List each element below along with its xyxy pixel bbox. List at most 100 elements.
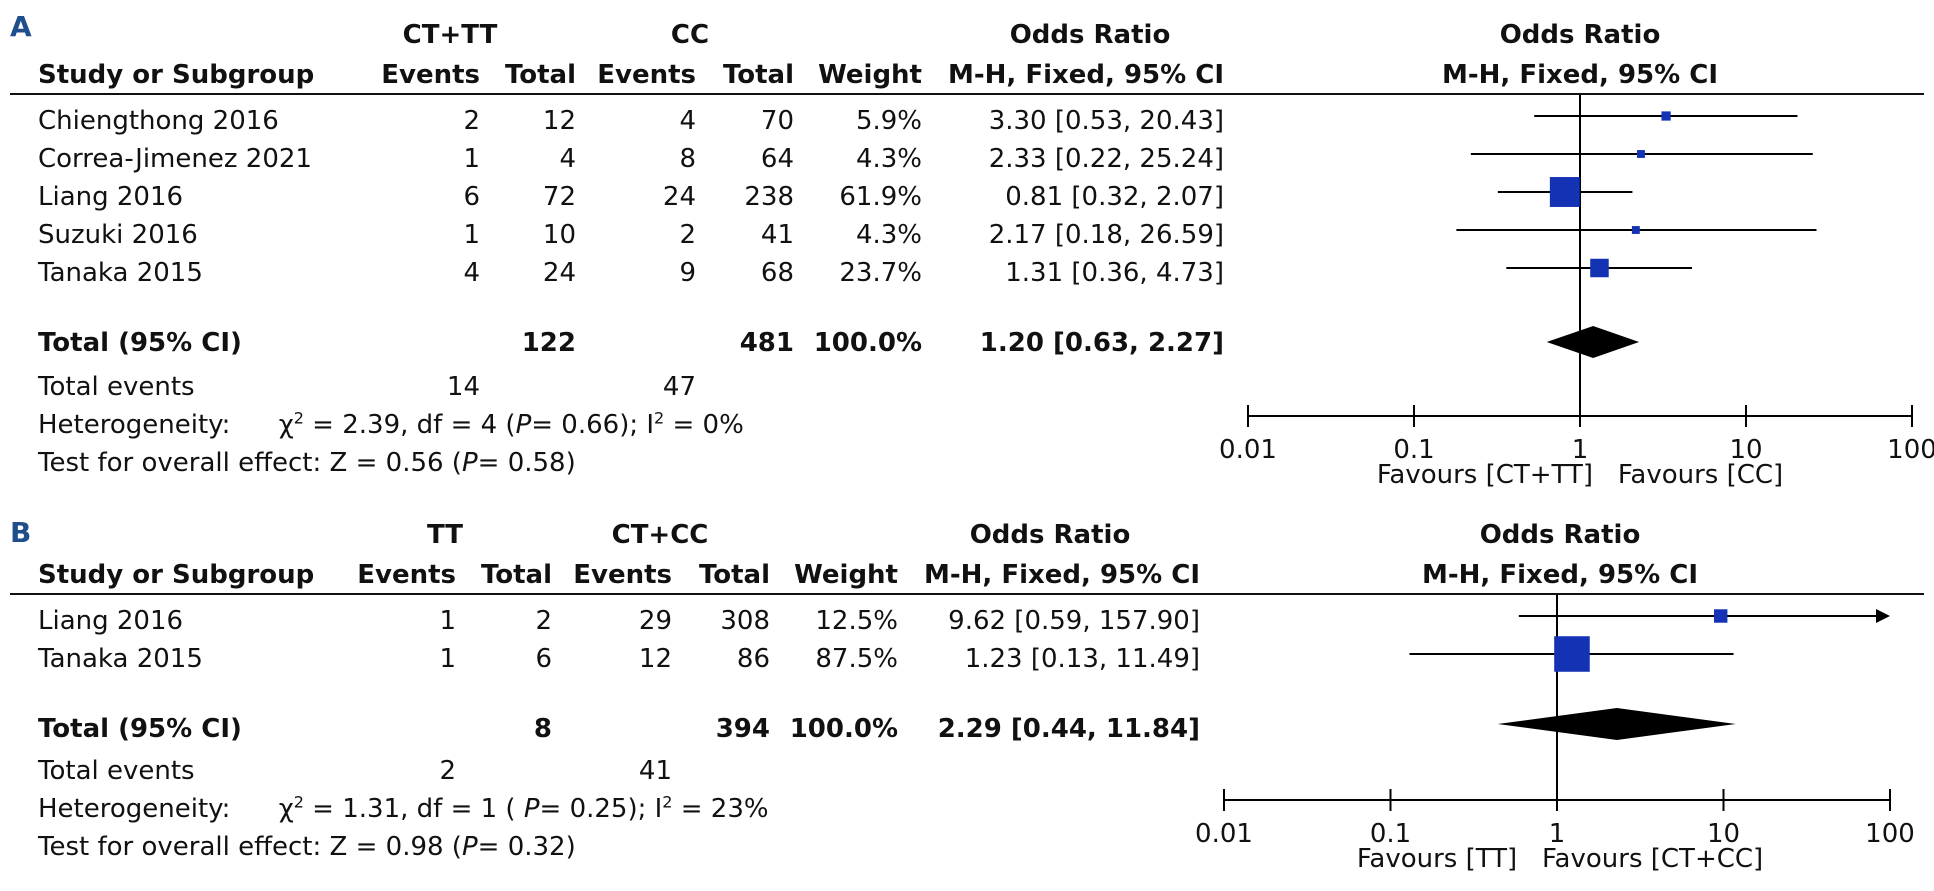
plot-or-title: Odds Ratio <box>1479 520 1641 550</box>
odds-ratio: 1.31 [0.36, 4.73] <box>1005 258 1224 288</box>
weight: 4.3% <box>855 144 922 174</box>
or-title: Odds Ratio <box>1009 20 1171 50</box>
overall-effect-line: Test for overall effect: Z = 0.98 (P= 0.… <box>38 834 576 860</box>
x-tick-label: 0.01 <box>1195 819 1253 849</box>
heterogeneity-stat: = 1.31, df = 1 ( <box>303 794 524 824</box>
study-square <box>1554 636 1590 672</box>
total-odds-ratio: 1.20 [0.63, 2.27] <box>979 328 1224 358</box>
x-tick-label: 0.01 <box>1219 435 1277 465</box>
g2-events: 9 <box>679 258 696 288</box>
g1-total: 24 <box>542 258 576 288</box>
total-events-label: Total events <box>38 372 195 402</box>
i-superscript: 2 <box>662 792 673 812</box>
i-squared: = 23% <box>672 794 769 824</box>
favours-right: Favours [CC] <box>1617 460 1784 490</box>
g1-events: 1 <box>439 606 456 636</box>
study-name: Tanaka 2015 <box>38 644 203 674</box>
study-square <box>1637 150 1645 158</box>
forest-plot-a: 0.01 0.1 1 10 100 <box>1219 95 1934 465</box>
heterogeneity-line: Heterogeneity: χ2 = 1.31, df = 1 ( P= 0.… <box>38 794 769 824</box>
panel-label-a: A <box>10 10 32 43</box>
favours-line-a: Favours [CT+TT] Favours [CC] <box>1330 462 1830 488</box>
g1-events: 6 <box>463 182 480 212</box>
overall-suffix: = 0.58) <box>477 448 576 478</box>
g2-total: 308 <box>720 606 770 636</box>
odds-ratio: 9.62 [0.59, 157.90] <box>948 606 1200 636</box>
total-events-g2: 47 <box>662 372 696 402</box>
odds-ratio: 1.23 [0.13, 11.49] <box>964 644 1200 674</box>
total-events-label: Total events <box>38 756 195 786</box>
chi-superscript: 2 <box>293 408 304 428</box>
plot-or-title: Odds Ratio <box>1499 20 1661 50</box>
x-tick-label: 1 <box>1549 819 1566 849</box>
weight-header: Weight <box>818 60 922 90</box>
study-name: Tanaka 2015 <box>38 258 203 288</box>
g1-events: 1 <box>463 144 480 174</box>
total-label: Total (95% CI) <box>38 328 242 358</box>
heterogeneity-p: = 0.25); I <box>539 794 663 824</box>
weight: 4.3% <box>855 220 922 250</box>
p-symbol: P <box>515 410 532 440</box>
weight: 61.9% <box>839 182 922 212</box>
x-tick-label: 0.1 <box>1370 819 1411 849</box>
group2-header: CC <box>670 20 710 50</box>
heterogeneity-line: Heterogeneity: χ2 = 2.39, df = 4 (P= 0.6… <box>38 410 744 440</box>
pooled-diamond <box>1497 708 1736 740</box>
total-label: Total (95% CI) <box>38 714 242 744</box>
overall-effect-line: Test for overall effect: Z = 0.56 (P= 0.… <box>38 450 576 476</box>
odds-ratio: 3.30 [0.53, 20.43] <box>988 106 1224 136</box>
favours-line-b: Favours [TT] Favours [CT+CC] <box>1310 846 1810 872</box>
forest-plot-b: 0.01 0.1 1 10 100 <box>1195 595 1915 849</box>
g2-total: 68 <box>760 258 794 288</box>
x-tick-label: 0.1 <box>1393 435 1434 465</box>
g1-total: 2 <box>535 606 552 636</box>
heterogeneity-stat: = 2.39, df = 4 ( <box>303 410 516 440</box>
g2-events: 2 <box>679 220 696 250</box>
or-method-header: M-H, Fixed, 95% CI <box>947 60 1224 90</box>
p-symbol: P <box>523 794 540 824</box>
g2-events: 4 <box>679 106 696 136</box>
forest-panel-a: A CT+TT CC Odds Ratio Odds Ratio Study o… <box>10 10 1934 488</box>
p-symbol: P <box>461 448 478 478</box>
or-title: Odds Ratio <box>969 520 1131 550</box>
x-tick-label: 100 <box>1887 435 1934 465</box>
g1-total-header: Total <box>480 560 552 590</box>
study-name: Suzuki 2016 <box>38 220 198 250</box>
pooled-diamond <box>1546 326 1640 358</box>
g2-total-header: Total <box>722 60 794 90</box>
g2-total: 41 <box>760 220 794 250</box>
study-column-header: Study or Subgroup <box>38 60 315 90</box>
weight: 5.9% <box>855 106 922 136</box>
g1-total: 72 <box>542 182 576 212</box>
g2-events-header: Events <box>597 60 696 90</box>
favours-left: Favours [TT] <box>1356 844 1518 874</box>
g1-events: 2 <box>463 106 480 136</box>
g1-total: 6 <box>535 644 552 674</box>
total-weight: 100.0% <box>813 328 922 358</box>
study-square <box>1549 177 1580 207</box>
forest-panel-b: B TT CT+CC Odds Ratio Odds Ratio Study o… <box>0 500 1934 891</box>
study-name: Chiengthong 2016 <box>38 106 279 136</box>
g1-total-sum: 122 <box>521 328 576 358</box>
heterogeneity-p: = 0.66); I <box>531 410 655 440</box>
g2-events-header: Events <box>573 560 672 590</box>
x-tick-label: 100 <box>1865 819 1915 849</box>
g1-events: 1 <box>463 220 480 250</box>
study-square <box>1713 609 1728 623</box>
x-tick-label: 10 <box>1729 435 1762 465</box>
g2-events: 12 <box>638 644 672 674</box>
header-divider <box>10 593 1924 595</box>
weight: 87.5% <box>815 644 898 674</box>
g2-total-header: Total <box>698 560 770 590</box>
heterogeneity-label: Heterogeneity: <box>38 794 231 824</box>
favours-right: Favours [CT+CC] <box>1541 844 1764 874</box>
g1-total-sum: 8 <box>533 714 552 744</box>
overall-suffix: = 0.32) <box>477 832 576 862</box>
header-divider <box>10 93 1924 95</box>
g1-total: 10 <box>542 220 576 250</box>
total-events-g1: 2 <box>439 756 456 786</box>
ci-arrow <box>1876 609 1890 623</box>
odds-ratio: 0.81 [0.32, 2.07] <box>1005 182 1224 212</box>
weight: 12.5% <box>815 606 898 636</box>
weight: 23.7% <box>839 258 922 288</box>
